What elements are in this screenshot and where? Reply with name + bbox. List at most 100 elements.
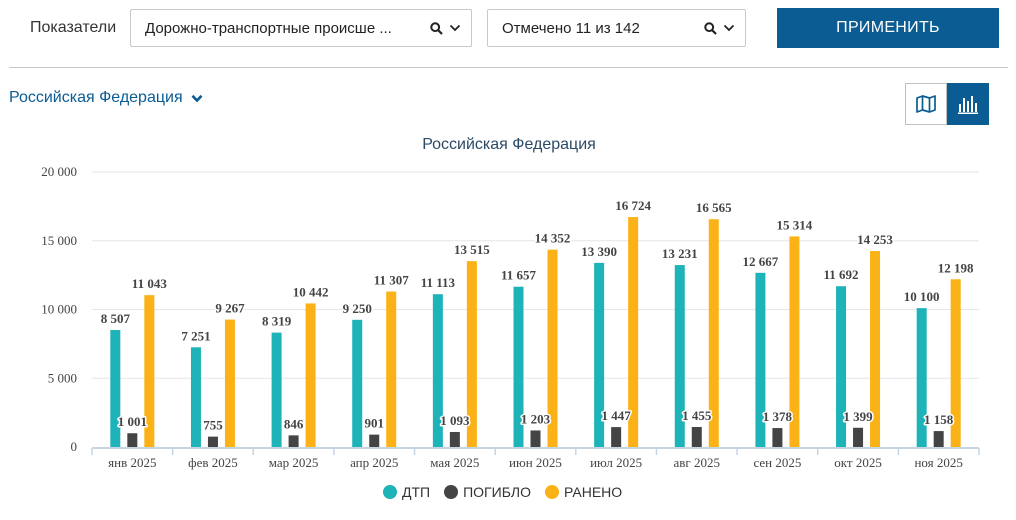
chart-legend: ДТП ПОГИБЛО РАНЕНО	[383, 484, 622, 500]
data-label: 11 043	[132, 276, 168, 291]
bar[interactable]	[950, 279, 961, 447]
data-label: 12 667	[743, 254, 779, 269]
legend-marker	[544, 485, 559, 499]
bar[interactable]	[190, 347, 201, 447]
bar[interactable]	[466, 261, 477, 447]
data-label: 13 231	[662, 246, 698, 261]
bar[interactable]	[755, 272, 766, 447]
bar[interactable]	[870, 251, 881, 447]
data-label: 9 267	[215, 301, 245, 316]
bar[interactable]	[432, 294, 443, 447]
data-label: 846	[284, 416, 304, 431]
data-label: 755	[203, 418, 223, 433]
x-tick-label: мар 2025	[269, 455, 319, 470]
data-label: 12 198	[938, 260, 974, 275]
y-tick-label: 5 000	[48, 370, 77, 385]
bar[interactable]	[708, 219, 719, 447]
chevron-down-icon	[449, 24, 461, 32]
data-label: 16 565	[696, 200, 732, 215]
bar[interactable]	[144, 295, 155, 447]
data-label: 9 250	[343, 301, 372, 316]
apply-button[interactable]: ПРИМЕНИТЬ	[777, 8, 999, 48]
divider	[9, 67, 1008, 68]
bar[interactable]	[916, 308, 927, 447]
x-tick-label: июл 2025	[590, 455, 642, 470]
data-label: 11 692	[824, 267, 859, 282]
bar[interactable]	[628, 217, 639, 447]
bar[interactable]	[127, 433, 138, 447]
indicator-dropdown[interactable]: Дорожно-транспортные происше ...	[130, 9, 472, 47]
bar[interactable]	[305, 303, 316, 447]
bar[interactable]	[853, 427, 864, 447]
bar[interactable]	[110, 330, 121, 447]
x-tick-label: авг 2025	[674, 455, 721, 470]
indicator-dropdown-value: Дорожно-транспортные происше ...	[145, 19, 392, 37]
bar[interactable]	[789, 236, 800, 447]
bar[interactable]	[352, 319, 363, 447]
data-label: 1 399	[843, 409, 873, 424]
data-label: 8 319	[262, 314, 292, 329]
data-label: 11 113	[421, 275, 456, 290]
data-label: 1 447	[602, 408, 632, 423]
x-tick-label: мая 2025	[430, 455, 479, 470]
bar[interactable]	[513, 286, 524, 447]
bar[interactable]	[288, 435, 299, 447]
bar[interactable]	[207, 436, 218, 447]
x-tick-label: апр 2025	[350, 455, 398, 470]
data-label: 901	[364, 416, 384, 431]
legend-label: РАНЕНО	[563, 484, 623, 500]
data-label: 1 203	[521, 411, 551, 426]
legend-item-killed[interactable]: ПОГИБЛО	[444, 484, 531, 500]
data-label: 13 515	[454, 242, 490, 257]
bar[interactable]	[224, 319, 235, 447]
selection-dropdown-value: Отмечено 11 из 142	[502, 19, 640, 37]
data-label: 16 724	[615, 198, 651, 213]
region-selector[interactable]: Российская Федерация	[9, 89, 203, 107]
bar[interactable]	[674, 265, 685, 447]
x-tick-label: сен 2025	[753, 455, 801, 470]
region-label: Российская Федерация	[9, 89, 183, 106]
view-toggle	[905, 83, 989, 125]
legend-item-injured[interactable]: РАНЕНО	[544, 484, 623, 500]
chart-view-button[interactable]	[947, 83, 989, 125]
chevron-down-icon	[191, 94, 203, 102]
bar[interactable]	[386, 291, 397, 447]
data-label: 1 093	[440, 413, 470, 428]
bar-chart: Российская Федерация 0 5 000 10 000 15 000 2…	[41, 136, 980, 470]
selection-dropdown[interactable]: Отмечено 11 из 142	[487, 9, 746, 47]
data-label: 11 307	[374, 273, 410, 288]
legend-marker	[383, 485, 397, 499]
chevron-down-icon	[723, 24, 735, 32]
legend-item-dtp[interactable]: ДТП	[383, 484, 430, 500]
bar[interactable]	[271, 332, 282, 447]
y-tick-label: 10 000	[41, 302, 77, 317]
chart-title: Российская Федерация	[422, 136, 596, 153]
data-label: 14 253	[857, 232, 893, 247]
data-label: 8 507	[101, 311, 131, 326]
map-view-button[interactable]	[905, 83, 947, 125]
legend-label: ДТП	[402, 484, 431, 500]
bar[interactable]	[547, 249, 558, 447]
bar[interactable]	[530, 430, 541, 447]
bar[interactable]	[691, 426, 702, 447]
legend-label: ПОГИБЛО	[463, 484, 531, 500]
y-tick-label: 15 000	[41, 233, 77, 248]
data-label: 13 390	[581, 244, 617, 259]
bar[interactable]	[611, 427, 622, 447]
bar[interactable]	[772, 428, 783, 447]
bar[interactable]	[594, 262, 605, 447]
data-label: 14 352	[535, 231, 571, 246]
x-tick-label: ноя 2025	[914, 455, 962, 470]
bar[interactable]	[449, 431, 460, 447]
data-label: 10 442	[293, 284, 329, 299]
x-tick-label: янв 2025	[108, 455, 156, 470]
bar[interactable]	[369, 434, 380, 447]
bar[interactable]	[836, 286, 847, 447]
data-label: 1 455	[682, 408, 712, 423]
data-label: 1 378	[763, 409, 793, 424]
x-tick-label: фев 2025	[188, 455, 238, 470]
search-icon	[704, 21, 717, 35]
y-tick-label: 20 000	[41, 164, 77, 179]
data-label: 11 657	[501, 268, 537, 283]
bar[interactable]	[933, 431, 944, 447]
